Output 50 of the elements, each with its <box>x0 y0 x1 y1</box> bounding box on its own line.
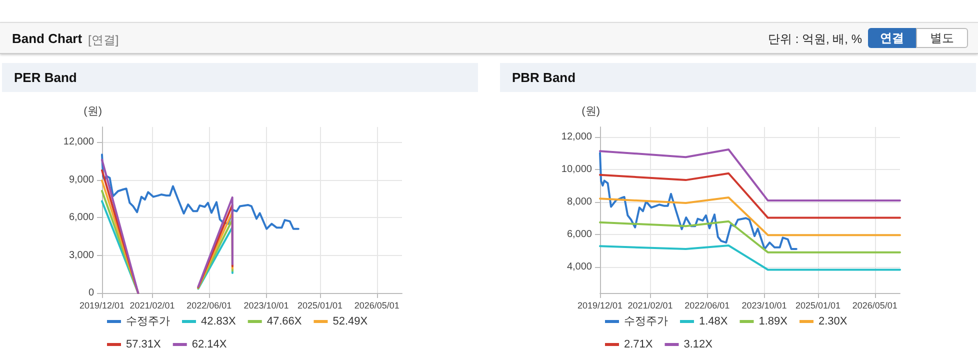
y-tick-label: 4,000 <box>566 261 592 272</box>
line-series <box>599 148 901 202</box>
legend-label: 2.30X <box>818 316 848 328</box>
legend-label: 47.66X <box>266 316 302 328</box>
text: Band Chart <box>12 31 82 46</box>
y-tick-label: 9,000 <box>68 174 94 186</box>
legend-label: 2.71X <box>624 338 654 350</box>
y-tick-label: 12,000 <box>63 136 94 148</box>
line-series <box>599 172 901 219</box>
line-series <box>599 244 901 271</box>
x-tick-label: 2022/06/01 <box>684 300 730 310</box>
x-tick-label: 2022/06/01 <box>186 300 232 310</box>
legend-label: 57.31X <box>126 338 162 350</box>
legend-label: 1.48X <box>699 316 728 328</box>
y-tick-label: 0 <box>88 288 94 298</box>
x-tick-label: 2026/05/01 <box>852 300 898 310</box>
x-tick-label: 2021/02/01 <box>628 300 673 310</box>
y-axis-title: (원) <box>84 106 102 118</box>
x-tick-label: 2019/12/01 <box>79 300 125 310</box>
chart-title: PBR Band <box>500 63 976 92</box>
y-tick-label: 6,000 <box>68 212 94 224</box>
legend-label: 42.83X <box>201 316 237 328</box>
x-tick-label: 2021/02/01 <box>130 300 175 310</box>
legend-label: 52.49X <box>332 316 368 328</box>
text: 연결 <box>868 28 916 48</box>
x-tick-label: 2025/01/01 <box>297 300 343 310</box>
y-axis-title: (원) <box>582 106 600 118</box>
line-series <box>599 152 798 250</box>
y-tick-label: 6,000 <box>566 228 592 240</box>
legend-label: 62.14X <box>192 338 228 350</box>
y-tick-label: 3,000 <box>68 250 94 261</box>
y-tick-label: 10,000 <box>561 164 592 175</box>
legend-label: 수정주가 <box>126 316 170 328</box>
text: [연결] <box>88 32 119 49</box>
legend-label: 3.12X <box>684 338 714 350</box>
y-tick-label: 12,000 <box>561 131 592 142</box>
x-tick-label: 2026/05/01 <box>354 300 400 310</box>
x-tick-label: 2019/12/01 <box>577 300 623 310</box>
line-series <box>599 196 901 236</box>
legend-label: 수정주가 <box>624 316 668 328</box>
x-tick-label: 2023/10/01 <box>742 300 787 310</box>
text: 단위 : 억원, 배, % <box>768 31 862 48</box>
x-tick-label: 2023/10/01 <box>244 300 289 310</box>
line-series <box>599 220 901 254</box>
text: 별도 <box>916 28 968 48</box>
y-tick-label: 8,000 <box>566 196 592 208</box>
line-series <box>101 154 300 230</box>
legend-label: 1.89X <box>758 316 788 328</box>
x-tick-label: 2025/01/01 <box>795 300 841 310</box>
chart-title: PER Band <box>2 63 478 92</box>
